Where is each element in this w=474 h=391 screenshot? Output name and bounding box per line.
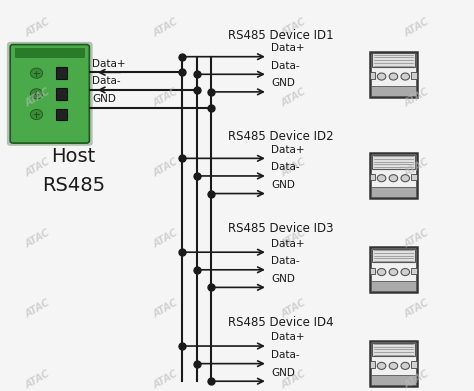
Text: ATAC: ATAC	[152, 157, 180, 179]
Circle shape	[377, 175, 386, 182]
Text: RS485 Device ID3: RS485 Device ID3	[228, 222, 333, 235]
Text: RS485: RS485	[42, 176, 105, 195]
Text: Data-: Data-	[271, 256, 300, 266]
Text: ATAC: ATAC	[152, 368, 180, 390]
Bar	[411, 174, 417, 180]
Bar	[15, 48, 84, 58]
Bar	[371, 375, 416, 385]
Text: ATAC: ATAC	[24, 298, 52, 320]
Text: Data+: Data+	[271, 332, 305, 343]
Bar	[372, 249, 415, 262]
Bar	[370, 52, 417, 97]
Text: Data-: Data-	[271, 162, 300, 172]
Bar	[370, 174, 375, 180]
Text: ATAC: ATAC	[280, 87, 308, 109]
Bar	[372, 343, 415, 356]
Circle shape	[389, 175, 398, 182]
Bar	[370, 341, 417, 386]
Text: ATAC: ATAC	[24, 87, 52, 109]
Bar	[56, 109, 67, 120]
Bar	[56, 88, 67, 100]
Bar	[372, 53, 415, 67]
Circle shape	[30, 68, 43, 78]
FancyBboxPatch shape	[10, 45, 89, 143]
Bar	[411, 361, 417, 368]
Text: ATAC: ATAC	[152, 298, 180, 320]
Bar	[370, 248, 417, 292]
Text: ATAC: ATAC	[403, 368, 431, 390]
Text: Data+: Data+	[271, 145, 305, 155]
Text: RS485 Device ID1: RS485 Device ID1	[228, 29, 333, 42]
Circle shape	[389, 362, 398, 369]
Circle shape	[377, 362, 386, 369]
Bar	[411, 267, 417, 274]
Circle shape	[401, 73, 410, 80]
Bar	[370, 361, 375, 368]
Circle shape	[401, 175, 410, 182]
Text: GND: GND	[271, 180, 295, 190]
Text: ATAC: ATAC	[403, 228, 431, 249]
Circle shape	[377, 269, 386, 276]
Text: ATAC: ATAC	[280, 16, 308, 38]
Text: GND: GND	[92, 94, 116, 104]
Text: RS485 Device ID2: RS485 Device ID2	[228, 130, 333, 143]
Circle shape	[30, 109, 43, 120]
Bar	[370, 267, 375, 274]
Text: Data+: Data+	[92, 59, 126, 69]
Text: GND: GND	[271, 274, 295, 284]
Text: ATAC: ATAC	[152, 16, 180, 38]
Circle shape	[30, 89, 43, 99]
Bar	[56, 67, 67, 79]
Text: ATAC: ATAC	[24, 157, 52, 179]
Text: RS485 Device ID4: RS485 Device ID4	[228, 316, 333, 329]
Text: ATAC: ATAC	[280, 368, 308, 390]
Text: Data+: Data+	[271, 239, 305, 249]
Circle shape	[401, 362, 410, 369]
Text: ATAC: ATAC	[24, 228, 52, 249]
Circle shape	[401, 269, 410, 276]
Text: ATAC: ATAC	[403, 16, 431, 38]
Bar	[370, 72, 375, 79]
Text: GND: GND	[271, 368, 295, 378]
Bar	[411, 72, 417, 79]
Text: ATAC: ATAC	[280, 228, 308, 249]
Text: ATAC: ATAC	[280, 298, 308, 320]
Text: Data+: Data+	[271, 43, 305, 53]
Text: Host: Host	[51, 147, 96, 166]
Circle shape	[389, 73, 398, 80]
Text: Data-: Data-	[271, 350, 300, 360]
Text: ATAC: ATAC	[403, 298, 431, 320]
Text: ATAC: ATAC	[280, 157, 308, 179]
Bar	[371, 86, 416, 95]
Bar	[372, 155, 415, 169]
Text: Data-: Data-	[271, 61, 300, 71]
Bar	[371, 281, 416, 291]
Text: ATAC: ATAC	[152, 228, 180, 249]
Circle shape	[377, 73, 386, 80]
Text: ATAC: ATAC	[152, 87, 180, 109]
Text: ATAC: ATAC	[403, 87, 431, 109]
Text: GND: GND	[271, 78, 295, 88]
FancyBboxPatch shape	[7, 42, 92, 146]
Bar	[371, 187, 416, 197]
Text: Data-: Data-	[92, 76, 121, 86]
Bar	[370, 153, 417, 198]
Text: ATAC: ATAC	[403, 157, 431, 179]
Text: ATAC: ATAC	[24, 368, 52, 390]
Circle shape	[389, 269, 398, 276]
Text: ATAC: ATAC	[24, 16, 52, 38]
